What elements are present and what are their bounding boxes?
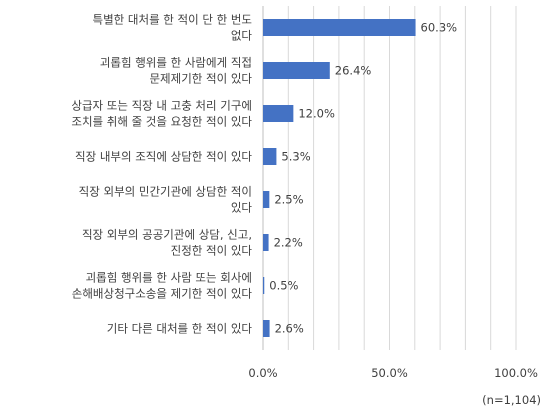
- bar: [263, 148, 277, 165]
- bar: [263, 62, 330, 79]
- gridlines: [262, 6, 517, 350]
- x-tick-label: 100.0%: [494, 366, 538, 380]
- bars: [263, 19, 416, 337]
- bar: [263, 320, 270, 337]
- bar: [263, 191, 270, 208]
- sample-size-note: (n=1,104): [482, 393, 541, 407]
- category-label: 기타 다른 대처를 한 적이 있다: [107, 322, 253, 336]
- x-axis-tick-labels: 0.0% 50.0% 100.0%: [248, 366, 538, 380]
- category-label: 상급자 또는 직장 내 고충 처리 기구에 조치를 취해 줄 것을 요청한 적이 …: [71, 99, 252, 129]
- bar: [263, 234, 269, 251]
- bar: [263, 277, 265, 294]
- data-label: 0.5%: [269, 279, 298, 293]
- data-label: 2.6%: [275, 322, 304, 336]
- x-tick-label: 0.0%: [248, 366, 277, 380]
- category-label: 직장 내부의 조직에 상담한 적이 있다: [75, 150, 252, 164]
- category-label: 직장 외부의 공공기관에 상담, 신고, 진정한 적이 있다: [82, 228, 252, 258]
- bar: [263, 19, 416, 36]
- x-tick-label: 50.0%: [371, 366, 408, 380]
- value-labels: 60.3% 26.4% 12.0% 5.3% 2.5% 2.2% 0.5% 2.6%: [269, 21, 457, 336]
- bar: [263, 105, 294, 122]
- category-label: 특별한 대처를 한 적이 단 한 번도 없다: [93, 13, 253, 43]
- data-label: 60.3%: [421, 21, 458, 35]
- category-label: 직장 외부의 민간기관에 상담한 적이 있다: [79, 185, 253, 215]
- data-label: 2.5%: [274, 193, 303, 207]
- category-label: 괴롭힘 행위를 한 사람 또는 회사에 손해배상청구소송을 제기한 적이 있다: [72, 271, 253, 301]
- data-label: 5.3%: [281, 150, 310, 164]
- data-label: 12.0%: [298, 107, 335, 121]
- data-label: 26.4%: [335, 64, 372, 78]
- data-label: 2.2%: [274, 236, 303, 250]
- category-label: 괴롭힘 행위를 한 사람에게 직접 문제제기한 적이 있다: [100, 56, 253, 86]
